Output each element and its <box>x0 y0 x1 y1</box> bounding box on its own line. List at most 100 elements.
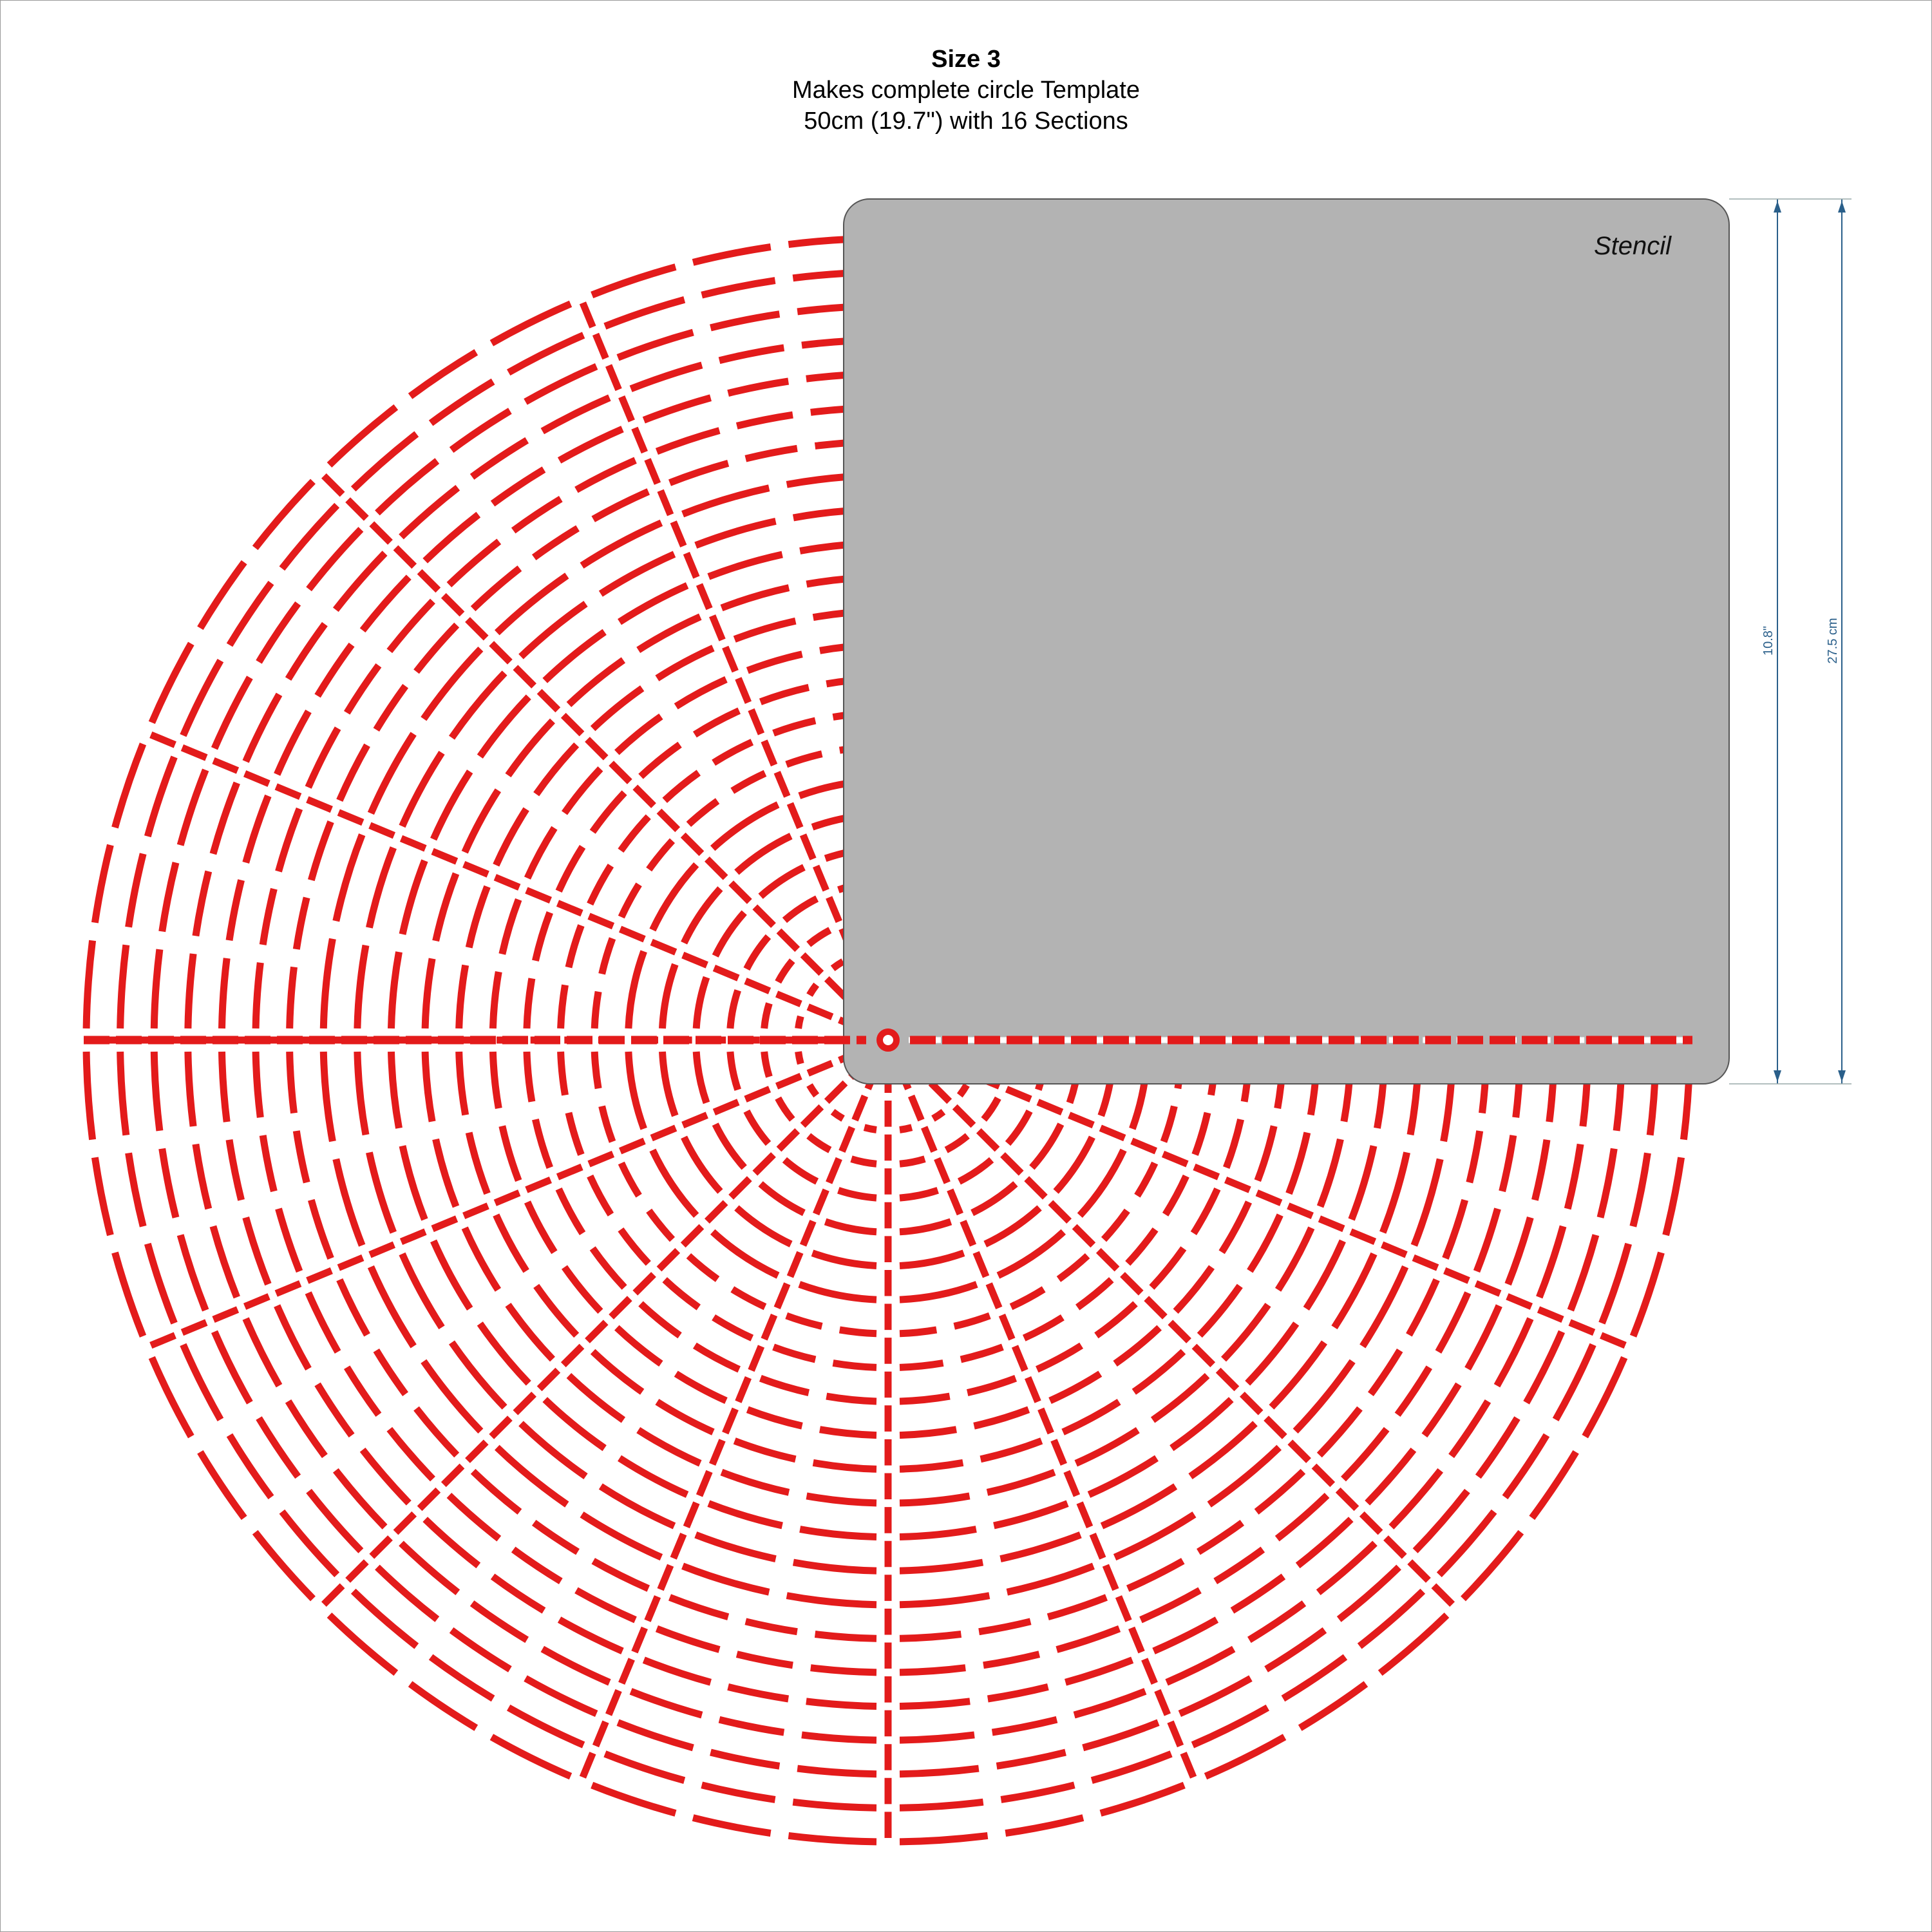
red-spoke-6 <box>786 1251 804 1278</box>
red-ring-11 <box>561 766 603 815</box>
red-ring-16 <box>786 1592 877 1609</box>
red-ring-22 <box>226 1433 274 1500</box>
red-ring-15 <box>366 846 397 929</box>
red-ring-9 <box>565 1112 585 1156</box>
red-ring-20 <box>399 1540 460 1596</box>
red-spoke-3 <box>1024 1176 1048 1200</box>
red-ring-8 <box>618 882 642 919</box>
red-spoke-6 <box>735 1376 752 1403</box>
red-ring-6 <box>734 1205 793 1247</box>
red-spoke-3 <box>1095 1247 1120 1272</box>
red-ring-21 <box>306 527 364 592</box>
red-spoke-10 <box>368 822 396 839</box>
red-ring-18 <box>1435 1291 1472 1354</box>
red-ring-10 <box>1190 1188 1221 1236</box>
red-ring-11 <box>746 650 803 674</box>
red-spoke-3 <box>1000 1152 1024 1176</box>
red-spoke-11 <box>440 592 465 617</box>
red-ring-5 <box>712 910 747 958</box>
red-ring-15 <box>1100 1483 1178 1530</box>
red-ring-23 <box>788 1832 877 1846</box>
red-spoke-3 <box>1048 1200 1072 1224</box>
red-spoke-7 <box>489 1416 513 1439</box>
red-spoke-4 <box>1063 1470 1081 1497</box>
red-ring-8 <box>785 750 823 768</box>
red-ring-9 <box>587 864 614 906</box>
red-ring-23 <box>692 1814 772 1837</box>
red-spoke-7 <box>776 1128 800 1152</box>
red-ring-23 <box>899 1832 989 1846</box>
red-ring-11 <box>674 1370 728 1405</box>
red-ring-22 <box>701 277 776 299</box>
red-ring-9 <box>1125 1227 1159 1266</box>
red-ring-18 <box>655 1625 721 1653</box>
red-ring-18 <box>259 887 278 945</box>
red-ring-13 <box>505 718 555 778</box>
red-spoke-8 <box>775 1073 802 1090</box>
red-ring-13 <box>461 788 502 854</box>
red-spoke-6 <box>657 1564 674 1591</box>
red-ring-9 <box>662 1277 701 1311</box>
red-ring-20 <box>1073 1688 1147 1719</box>
red-ring-13 <box>899 1492 971 1507</box>
red-spoke-7 <box>560 1343 585 1368</box>
red-ring-16 <box>332 833 366 922</box>
arrow-down-icon <box>1838 1070 1846 1082</box>
red-ring-13 <box>636 1426 702 1467</box>
red-ring-21 <box>1523 1330 1566 1405</box>
red-ring-19 <box>225 1139 245 1201</box>
red-ring-9 <box>772 1343 817 1363</box>
red-spoke-2 <box>1380 1241 1408 1258</box>
red-ring-21 <box>899 1765 980 1778</box>
red-ring-22 <box>117 944 130 1029</box>
red-ring-15 <box>399 750 445 828</box>
red-spoke-10 <box>212 757 240 774</box>
red-spoke-10 <box>149 731 176 748</box>
red-ring-17 <box>591 1558 650 1592</box>
red-ring-10 <box>555 1188 586 1236</box>
red-ring-14 <box>707 551 783 580</box>
red-ring-18 <box>252 1051 264 1118</box>
red-ring-22 <box>1090 1750 1173 1785</box>
red-ring-6 <box>1053 1135 1095 1194</box>
red-ring-23 <box>111 1251 147 1338</box>
red-ring-14 <box>388 1051 402 1129</box>
red-ring-13 <box>461 1226 502 1292</box>
red-ring-21 <box>176 768 209 846</box>
red-ring-13 <box>566 657 626 707</box>
red-ring-10 <box>555 844 586 893</box>
red-ring-13 <box>421 1051 436 1122</box>
red-spoke-10 <box>587 913 615 930</box>
red-ring-20 <box>184 953 197 1029</box>
red-ring-9 <box>772 717 817 737</box>
red-spoke-3 <box>1407 1559 1431 1583</box>
red-ring-8 <box>591 990 602 1029</box>
red-ring-16 <box>421 1359 484 1434</box>
red-ring-6 <box>681 886 723 945</box>
red-ring-20 <box>1388 1468 1444 1530</box>
red-spoke-8 <box>306 1267 333 1284</box>
red-ring-23 <box>197 1450 247 1520</box>
red-ring-21 <box>449 1627 512 1672</box>
red-ring-19 <box>727 377 790 397</box>
red-ring-17 <box>292 1130 310 1184</box>
red-spoke-11 <box>632 784 656 808</box>
red-ring-5 <box>758 864 806 899</box>
red-ring-19 <box>1065 1656 1134 1686</box>
red-ring-18 <box>275 807 303 873</box>
red-spoke-8 <box>744 1086 772 1103</box>
red-ring-20 <box>184 1051 197 1127</box>
red-spoke-8 <box>243 1293 270 1310</box>
red-spoke-4 <box>1089 1532 1106 1560</box>
red-ring-17 <box>1126 1558 1185 1592</box>
red-ring-3 <box>806 927 832 947</box>
red-spoke-6 <box>838 1126 855 1153</box>
red-spoke-10 <box>180 744 208 761</box>
red-ring-19 <box>490 1573 546 1614</box>
red-ring-19 <box>1421 1382 1462 1438</box>
red-ring-17 <box>1466 1130 1484 1184</box>
red-spoke-4 <box>1167 1720 1184 1748</box>
red-ring-19 <box>1531 1139 1551 1201</box>
red-ring-12 <box>493 807 529 867</box>
red-spoke-12 <box>709 614 726 641</box>
